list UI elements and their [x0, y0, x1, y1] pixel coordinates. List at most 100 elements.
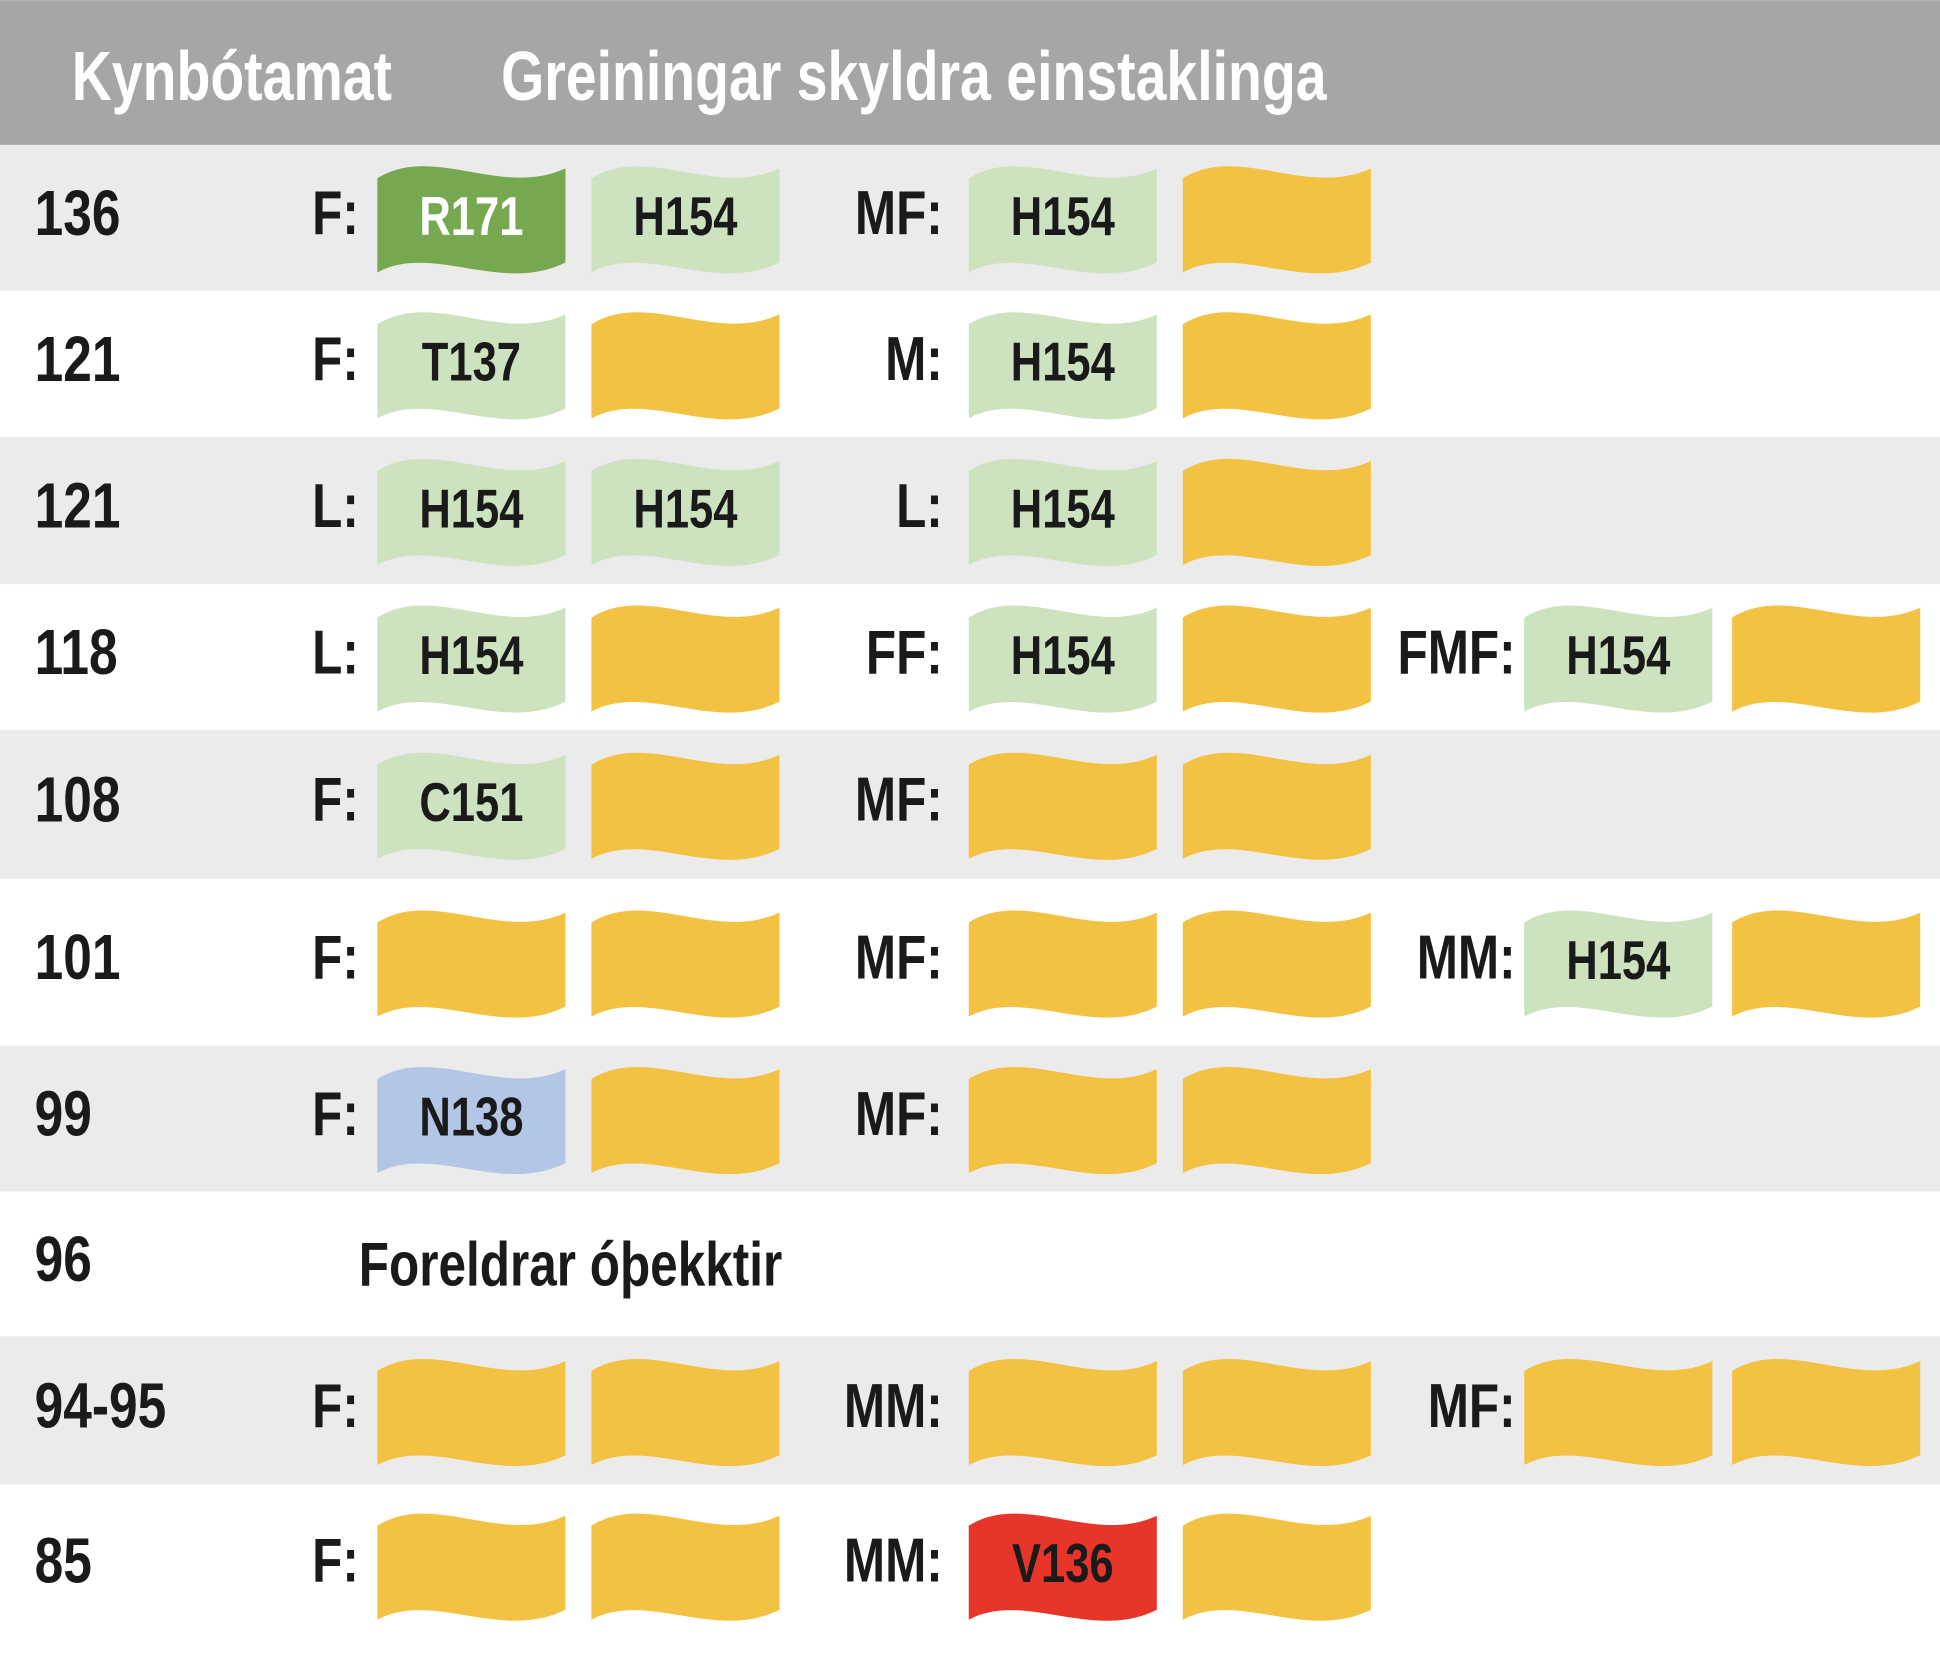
flag-shape [1182, 312, 1371, 420]
flag [968, 752, 1157, 860]
flag [1182, 605, 1371, 713]
flag-shape [968, 605, 1157, 713]
flag-shape [1182, 1513, 1371, 1621]
score: 108 [35, 764, 121, 836]
flag-label: H154 [1011, 332, 1116, 393]
flag [1182, 458, 1371, 566]
flag-shape [1182, 910, 1371, 1018]
relation-label: F: [312, 764, 359, 834]
flag-shape [1732, 910, 1921, 1018]
flag [591, 910, 780, 1018]
flag-shape [1182, 605, 1371, 713]
flag-shape [1182, 166, 1371, 274]
flag [591, 312, 780, 420]
flag-shape [1732, 605, 1921, 713]
score: 101 [35, 922, 121, 994]
flag-label: H154 [633, 479, 738, 540]
flag [1732, 1359, 1921, 1467]
relation-label: M: [885, 324, 943, 394]
flag-shape [968, 458, 1157, 566]
flag-shape [377, 1513, 566, 1621]
score: 121 [35, 323, 121, 395]
relation-label: MM: [1417, 922, 1516, 992]
flag-shape [968, 1513, 1157, 1621]
flag-label: H154 [1011, 479, 1116, 540]
relation-label: MF: [1428, 1371, 1516, 1441]
relation-label: MF: [855, 764, 943, 834]
flag-label: H154 [419, 479, 524, 540]
relation-label: F: [312, 1371, 359, 1441]
flag [968, 1359, 1157, 1467]
flag [1732, 910, 1921, 1018]
flag: H154 [968, 458, 1157, 566]
relation-label: F: [312, 1525, 359, 1595]
score: 94-95 [35, 1370, 167, 1442]
flag-label: R171 [419, 186, 523, 247]
score: 99 [35, 1078, 92, 1150]
flag: T137 [377, 312, 566, 420]
flag-shape [591, 166, 780, 274]
flag-shape [1182, 1359, 1371, 1467]
score: 85 [35, 1525, 92, 1597]
header-bar [0, 0, 1940, 145]
flag-shape [1524, 910, 1713, 1018]
flag-shape [968, 910, 1157, 1018]
flag-shape [968, 1359, 1157, 1467]
flag-label: N138 [419, 1087, 523, 1148]
flag [1182, 910, 1371, 1018]
flag-shape [968, 166, 1157, 274]
flag [1732, 605, 1921, 713]
flag: R171 [377, 166, 566, 274]
flag-shape [1524, 605, 1713, 713]
flag-shape [968, 312, 1157, 420]
flag-shape [377, 458, 566, 566]
flag [377, 1513, 566, 1621]
flag: H154 [1524, 605, 1713, 713]
relation-label: L: [312, 471, 359, 541]
flag: H154 [591, 166, 780, 274]
score: 118 [35, 617, 118, 689]
relation-label: FF: [866, 617, 943, 687]
flag-shape [377, 752, 566, 860]
flag: H154 [377, 605, 566, 713]
flag: V136 [968, 1513, 1157, 1621]
flag: N138 [377, 1067, 566, 1175]
analysis-title: Greiningar skyldra einstaklinga [501, 38, 1327, 115]
flag-shape [591, 605, 780, 713]
flag-shape [1524, 1359, 1713, 1467]
score: 96 [35, 1224, 92, 1296]
relation-label: L: [312, 617, 359, 687]
flag-label: T137 [422, 332, 521, 393]
flag-shape [591, 752, 780, 860]
relation-label: MF: [855, 178, 943, 248]
flag [1524, 1359, 1713, 1467]
flag-shape [968, 752, 1157, 860]
flag [591, 605, 780, 713]
flag [1182, 1513, 1371, 1621]
flag-label: C151 [419, 773, 523, 834]
relation-label: MF: [855, 1079, 943, 1149]
flag-label: H154 [1566, 930, 1671, 991]
flag-shape [591, 910, 780, 1018]
flag: H154 [968, 166, 1157, 274]
flag [1182, 1359, 1371, 1467]
flag [591, 1359, 780, 1467]
flag-label: H154 [633, 186, 738, 247]
flag-shape [591, 458, 780, 566]
relation-label: F: [312, 178, 359, 248]
flag-label: H154 [1011, 625, 1116, 686]
flag [591, 1513, 780, 1621]
flag-shape [591, 1359, 780, 1467]
flag-shape [591, 1067, 780, 1175]
flag-shape [591, 312, 780, 420]
flag: H154 [1524, 910, 1713, 1018]
flag: H154 [377, 458, 566, 566]
flag-shape [377, 910, 566, 1018]
flag-label: H154 [1566, 625, 1671, 686]
score: 121 [35, 470, 121, 542]
flag-shape [377, 605, 566, 713]
flag-label: H154 [419, 625, 524, 686]
flag [377, 910, 566, 1018]
